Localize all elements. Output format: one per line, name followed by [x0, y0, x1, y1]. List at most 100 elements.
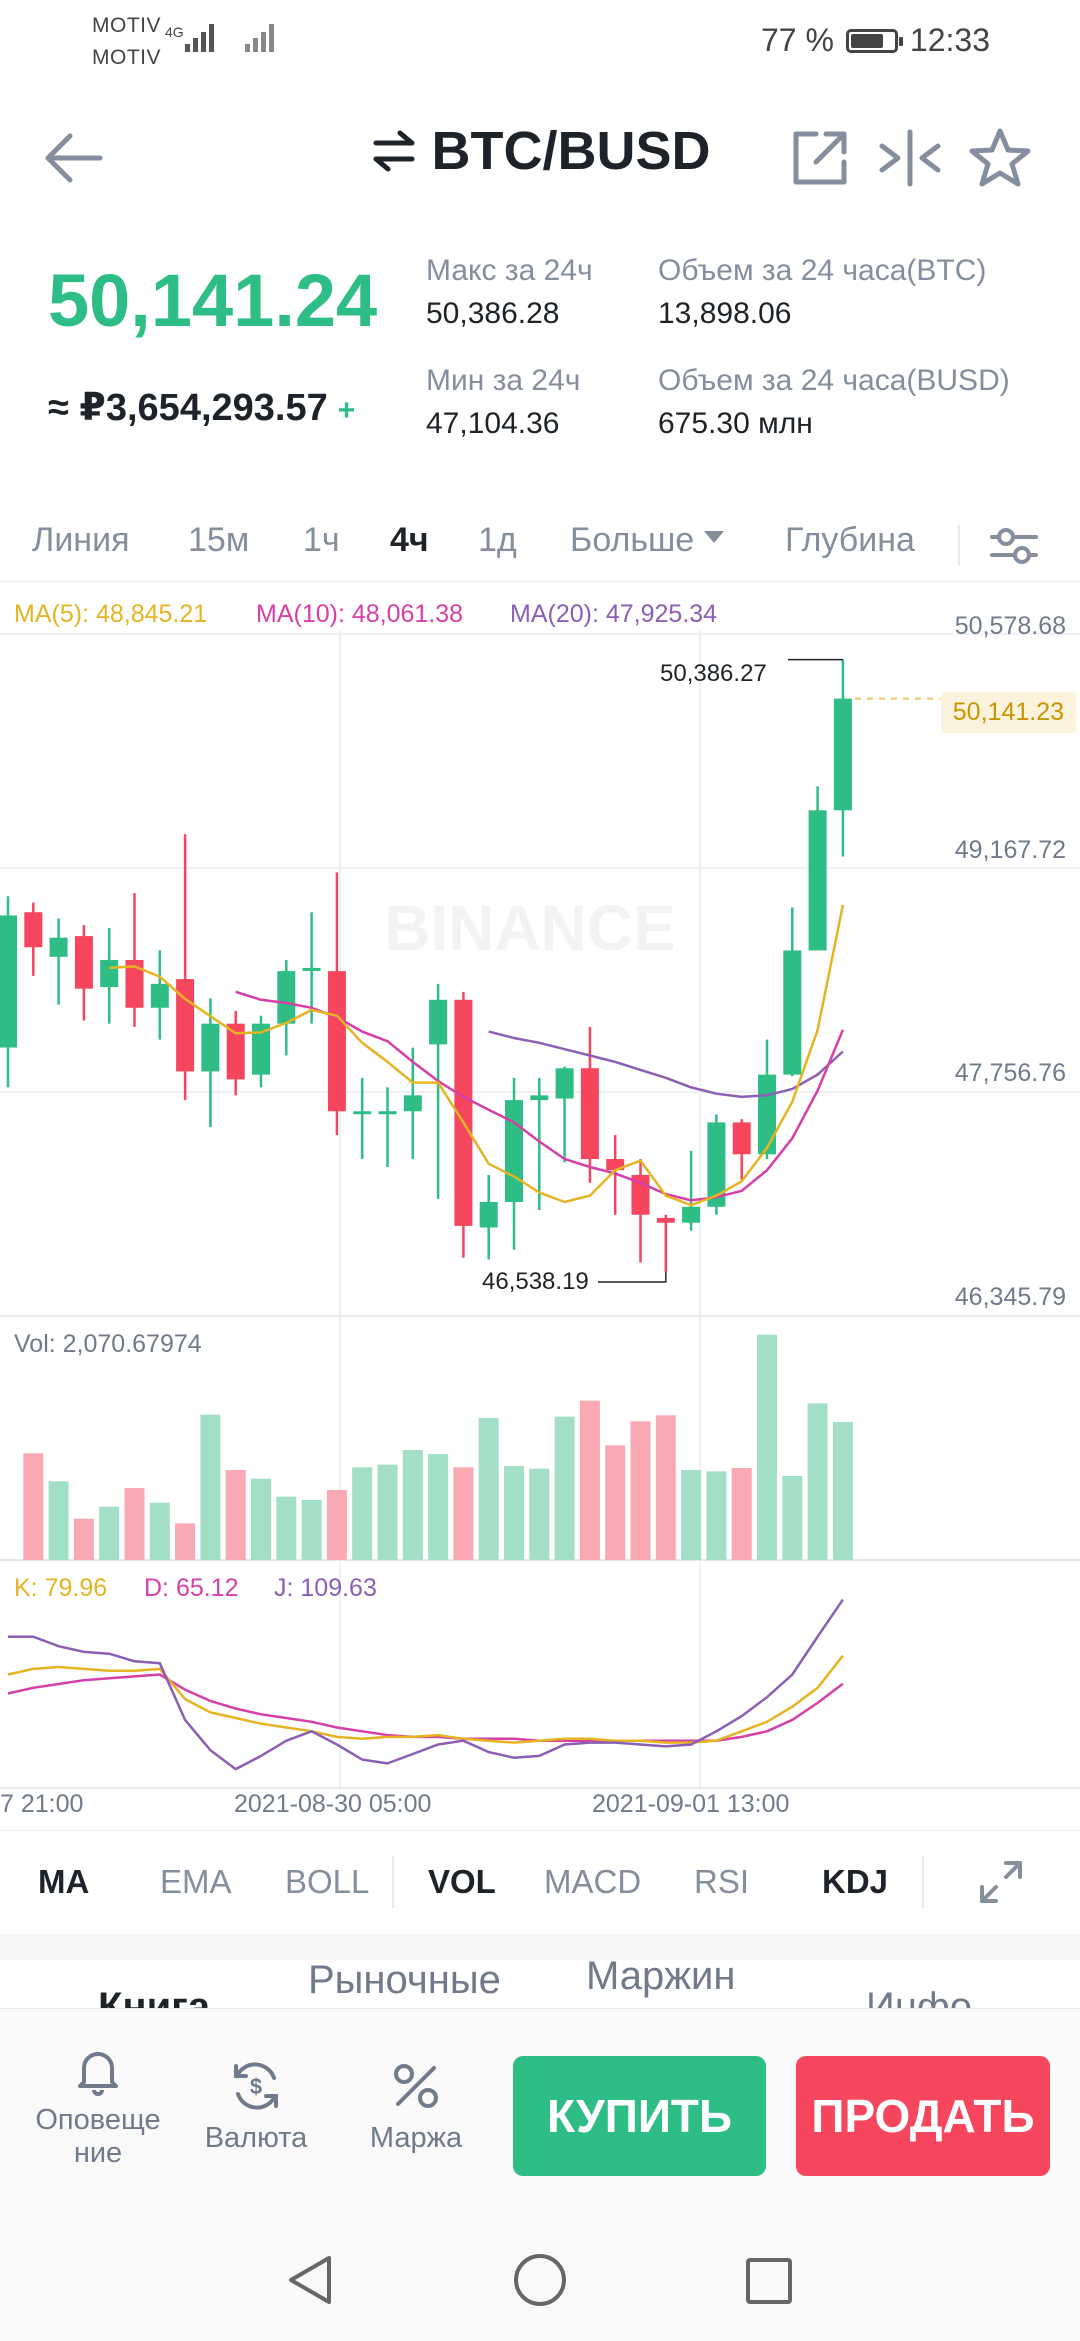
- interval-15m[interactable]: 15м: [188, 521, 250, 559]
- interval-4h[interactable]: 4ч: [390, 521, 429, 559]
- kdj-j-legend: J: 109.63: [274, 1574, 377, 1602]
- candle-body: [100, 959, 119, 988]
- candle-body: [74, 936, 93, 989]
- clock: 12:33: [909, 22, 990, 58]
- tab-margin[interactable]: Маржин: [586, 1954, 736, 1998]
- currency-label: Валюта: [204, 2122, 308, 2154]
- carrier-1: MOTIV: [92, 14, 161, 37]
- expand-icon: [980, 1861, 1022, 1903]
- back-button[interactable]: [40, 128, 104, 193]
- time-axis-label: 2021-09-01 13:00: [592, 1790, 790, 1818]
- divider: [392, 1856, 394, 1908]
- high-marker-label: 50,386.27: [660, 660, 767, 687]
- interval-line[interactable]: Линия: [32, 521, 130, 559]
- indicator-boll[interactable]: BOLL: [285, 1863, 370, 1900]
- volume-bar: [402, 1450, 423, 1560]
- indicator-rsi[interactable]: RSI: [694, 1863, 750, 1900]
- volume-bar: [377, 1464, 398, 1560]
- candle-body: [201, 1023, 220, 1072]
- buy-button[interactable]: КУПИТЬ: [513, 2056, 766, 2176]
- compare-button[interactable]: [878, 128, 942, 193]
- nav-recents-button[interactable]: [744, 2256, 794, 2311]
- candle-body: [403, 1095, 422, 1112]
- alert-button[interactable]: Оповеще ние: [28, 2044, 168, 2170]
- nav-back-icon: [289, 2256, 331, 2304]
- interval-1d[interactable]: 1д: [478, 521, 517, 559]
- volume-bar: [301, 1500, 322, 1560]
- current-price-tag: 50,141.23: [940, 692, 1076, 733]
- section-divider: [0, 1934, 1080, 1960]
- battery-fill: [850, 33, 884, 48]
- volume-bar: [251, 1478, 271, 1560]
- volume-bar: [579, 1400, 600, 1560]
- candle-body: [606, 1159, 625, 1171]
- indicator-ma[interactable]: MA: [38, 1863, 90, 1900]
- volume-bar: [832, 1421, 853, 1560]
- candle-body: [479, 1202, 498, 1228]
- volume-bar: [73, 1518, 94, 1560]
- tab-market[interactable]: Рыночные: [308, 1958, 501, 2002]
- nav-recents-icon: [746, 2258, 792, 2304]
- network-type: 4G: [165, 24, 184, 40]
- low-marker-line: [598, 1272, 667, 1283]
- margin-button[interactable]: Маржа: [356, 2058, 476, 2155]
- volume-bar: [605, 1445, 626, 1560]
- indicator-macd[interactable]: MACD: [544, 1863, 642, 1900]
- candle-body: [580, 1068, 599, 1160]
- kdj-j-line: [8, 1598, 844, 1771]
- candle-body: [555, 1068, 574, 1099]
- price-axis-label: 47,756.76: [954, 1059, 1066, 1087]
- fullscreen-button[interactable]: [976, 1857, 1026, 1912]
- volume-bar: [99, 1506, 120, 1560]
- volume-bar: [655, 1415, 676, 1560]
- signal-2-icon: [245, 24, 274, 52]
- candle-body: [758, 1074, 776, 1155]
- favorite-button[interactable]: [968, 126, 1032, 193]
- candle-body: [505, 1100, 523, 1203]
- volume-bar: [731, 1468, 752, 1560]
- indicator-vol[interactable]: VOL: [428, 1863, 496, 1900]
- candle-body: [454, 999, 473, 1226]
- share-button[interactable]: [790, 128, 850, 193]
- price-axis-label: 49,167.72: [954, 836, 1066, 864]
- svg-text:$: $: [250, 2074, 262, 2099]
- candle-body: [833, 698, 852, 811]
- interval-1h[interactable]: 1ч: [303, 521, 340, 559]
- interval-depth[interactable]: Глубина: [785, 521, 915, 559]
- currency-button[interactable]: $ Валюта: [196, 2058, 316, 2155]
- time-axis-label: 7 21:00: [0, 1790, 84, 1818]
- indicator-kdj[interactable]: KDJ: [822, 1863, 889, 1900]
- rub-change-sign: +: [337, 394, 356, 427]
- star-icon: [969, 128, 1031, 187]
- nav-home-button[interactable]: [512, 2252, 568, 2313]
- sell-button[interactable]: ПРОДАТЬ: [796, 2056, 1050, 2176]
- bell-icon: [78, 2052, 118, 2096]
- ma10-legend: MA(10): 48,061.38: [256, 600, 464, 628]
- status-bar: MOTIV MOTIV 4G 77 % 12:33: [0, 0, 1080, 90]
- indicator-bar: MA EMA BOLL VOL MACD RSI KDJ: [0, 1830, 1080, 1935]
- vol-btc-label: Объем за 24 часа(BTC): [658, 254, 987, 287]
- volume-bar: [504, 1466, 524, 1560]
- volume-legend: Vol: 2,070.67974: [14, 1330, 202, 1358]
- interval-more[interactable]: Больше: [570, 521, 726, 560]
- back-arrow-icon: [45, 133, 103, 183]
- candle-body: [732, 1122, 751, 1155]
- volume-bar: [453, 1467, 474, 1560]
- carrier-2: MOTIV: [92, 46, 161, 69]
- settings-sliders-icon: [990, 528, 1038, 564]
- indicator-ema[interactable]: EMA: [160, 1863, 232, 1900]
- interval-bar: Линия 15м 1ч 4ч 1д Больше Глубина: [0, 505, 1080, 582]
- candle-body: [327, 971, 346, 1112]
- pair-title[interactable]: BTC/BUSD: [0, 120, 1080, 182]
- volume-bar: [782, 1476, 803, 1560]
- external-link-icon: [793, 131, 847, 185]
- nav-back-button[interactable]: [285, 2252, 335, 2313]
- chart-settings-button[interactable]: [988, 523, 1040, 572]
- rub-price-value: ≈ ₽3,654,293.57: [48, 387, 328, 429]
- interval-more-label: Больше: [570, 521, 695, 559]
- price-chart[interactable]: BINANCE: [0, 582, 1080, 1832]
- percent-icon: [394, 2064, 438, 2108]
- margin-label: Маржа: [369, 2122, 463, 2154]
- candle-body: [125, 959, 144, 1008]
- high-24h-value: 50,386.28: [426, 297, 560, 330]
